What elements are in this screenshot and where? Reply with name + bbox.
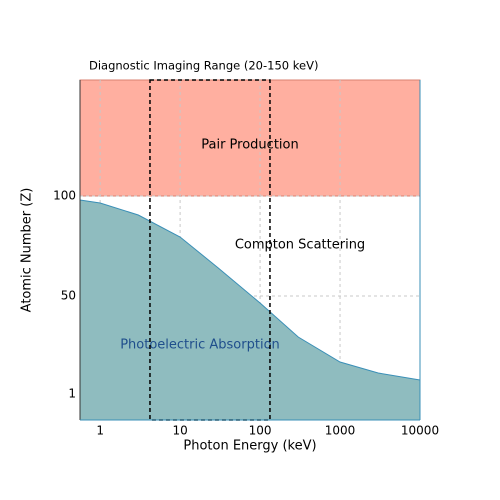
region-label: Photoelectric Absorption	[120, 338, 280, 353]
x-tick-label: 100	[249, 424, 272, 438]
x-tick-label: 1	[96, 424, 104, 438]
region-label: Compton Scattering	[235, 238, 365, 253]
area-line	[79, 199, 421, 381]
x-tick-label: 10000	[401, 424, 439, 438]
x-axis-label: Photon Energy (keV)	[183, 439, 316, 454]
area-fill	[80, 200, 420, 420]
y-axis-label: Atomic Number (Z)	[20, 188, 35, 313]
x-tick-label: 1000	[325, 424, 356, 438]
y-tick-label: 100	[53, 189, 76, 203]
y-tick-label: 1	[68, 387, 76, 401]
pair-production-region	[79, 79, 421, 197]
y-tick-label: 50	[61, 289, 76, 303]
region-label: Pair Production	[201, 138, 298, 153]
chart-title: Diagnostic Imaging Range (20-150 keV)	[89, 59, 318, 73]
x-tick-label: 10	[172, 424, 187, 438]
